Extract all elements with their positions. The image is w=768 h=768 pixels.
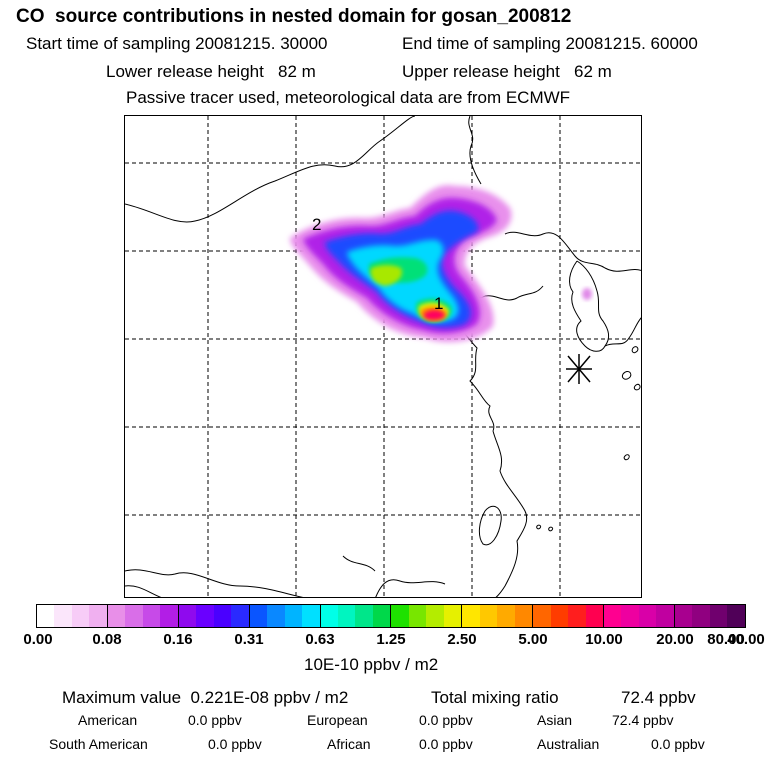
asian-value: 72.4 ppbv — [612, 712, 674, 728]
colorbar-segment — [638, 605, 657, 627]
map-svg — [125, 116, 641, 597]
american-value: 0.0 ppbv — [188, 712, 242, 728]
colorbar-segment — [284, 605, 303, 627]
south-american-label: South American — [49, 736, 148, 752]
colorbar-segment — [267, 605, 285, 627]
colorbar-tick-label: 10.00 — [585, 631, 623, 648]
colorbar-segment — [426, 605, 444, 627]
colorbar-segment — [585, 605, 604, 627]
upper-release-label: Upper release height 62 m — [402, 62, 612, 81]
colorbar-segment — [302, 605, 321, 627]
tracer-label: Passive tracer used, meteorological data… — [126, 88, 571, 107]
colorbar-segment — [160, 605, 179, 627]
colorbar-tick-label: 0.31 — [234, 631, 264, 648]
colorbar-segment — [692, 605, 710, 627]
receptor-marker-icon — [566, 354, 592, 384]
colorbar-segment — [196, 605, 214, 627]
european-label: European — [307, 712, 368, 728]
colorbar-segment — [727, 605, 745, 627]
colorbar-segment — [125, 605, 143, 627]
colorbar-segment — [550, 605, 569, 627]
colorbar-tick-label: 1.25 — [376, 631, 406, 648]
colorbar-segment — [621, 605, 639, 627]
colorbar-segment — [674, 605, 693, 627]
african-label: African — [327, 736, 371, 752]
colorbar-segment — [568, 605, 586, 627]
colorbar-tick-label: 80.00 — [707, 631, 745, 648]
colorbar-segment — [355, 605, 373, 627]
source-label-2: 2 — [312, 215, 322, 234]
colorbar-segment — [320, 605, 338, 627]
colorbar-segment — [107, 605, 126, 627]
map-panel: 1 2 — [124, 115, 642, 598]
colorbar-segment — [408, 605, 427, 627]
colorbar-tick-label: 20.00 — [656, 631, 694, 648]
australian-value: 0.0 ppbv — [651, 736, 705, 752]
colorbar-segment — [142, 605, 161, 627]
start-time-label: Start time of sampling 20081215. 30000 — [26, 34, 328, 53]
end-time-label: End time of sampling 20081215. 60000 — [402, 34, 698, 53]
concentration-plume — [290, 185, 592, 342]
colorbar-segment — [391, 605, 409, 627]
colorbar-segment — [656, 605, 675, 627]
colorbar-segment — [337, 605, 356, 627]
colorbar-segment — [37, 605, 55, 627]
colorbar-tick-label: 0.08 — [92, 631, 122, 648]
grid-lines — [125, 116, 641, 597]
colorbar — [36, 604, 746, 628]
source-label-1: 1 — [434, 294, 444, 313]
colorbar-segment — [89, 605, 108, 627]
colorbar-segment — [497, 605, 515, 627]
colorbar-tick-label: 2.50 — [447, 631, 477, 648]
colorbar-segment — [231, 605, 250, 627]
colorbar-segment — [709, 605, 728, 627]
european-value: 0.0 ppbv — [419, 712, 473, 728]
colorbar-segment — [249, 605, 268, 627]
african-value: 0.0 ppbv — [419, 736, 473, 752]
total-mixing-label: Total mixing ratio — [431, 688, 559, 707]
colorbar-tick-label: 0.63 — [305, 631, 335, 648]
colorbar-segment — [462, 605, 480, 627]
colorbar-segment — [54, 605, 72, 627]
total-mixing-value: 72.4 ppbv — [621, 688, 696, 707]
american-label: American — [78, 712, 138, 728]
colorbar-tick-label: 0.16 — [163, 631, 193, 648]
australian-label: Australian — [537, 736, 600, 752]
colorbar-tick-label: 5.00 — [518, 631, 548, 648]
south-american-value: 0.0 ppbv — [208, 736, 262, 752]
colorbar-segment — [178, 605, 197, 627]
colorbar-segment — [514, 605, 534, 627]
max-value-label: Maximum value 0.221E-08 ppbv / m2 — [62, 688, 349, 707]
colorbar-segment — [479, 605, 498, 627]
colorbar-segment — [71, 605, 90, 627]
colorbar-segment — [213, 605, 232, 627]
lower-release-label: Lower release height 82 m — [106, 62, 316, 81]
colorbar-segment — [372, 605, 392, 627]
colorbar-segment — [604, 605, 622, 627]
colorbar-tick-label: 0.00 — [23, 631, 53, 648]
plot-title: CO source contributions in nested domain… — [16, 6, 572, 27]
colorbar-unit: 10E-10 ppbv / m2 — [304, 655, 439, 674]
asian-label: Asian — [537, 712, 573, 728]
colorbar-segment — [443, 605, 463, 627]
colorbar-tick-label: 40.00 — [727, 631, 765, 648]
colorbar-segment — [533, 605, 551, 627]
